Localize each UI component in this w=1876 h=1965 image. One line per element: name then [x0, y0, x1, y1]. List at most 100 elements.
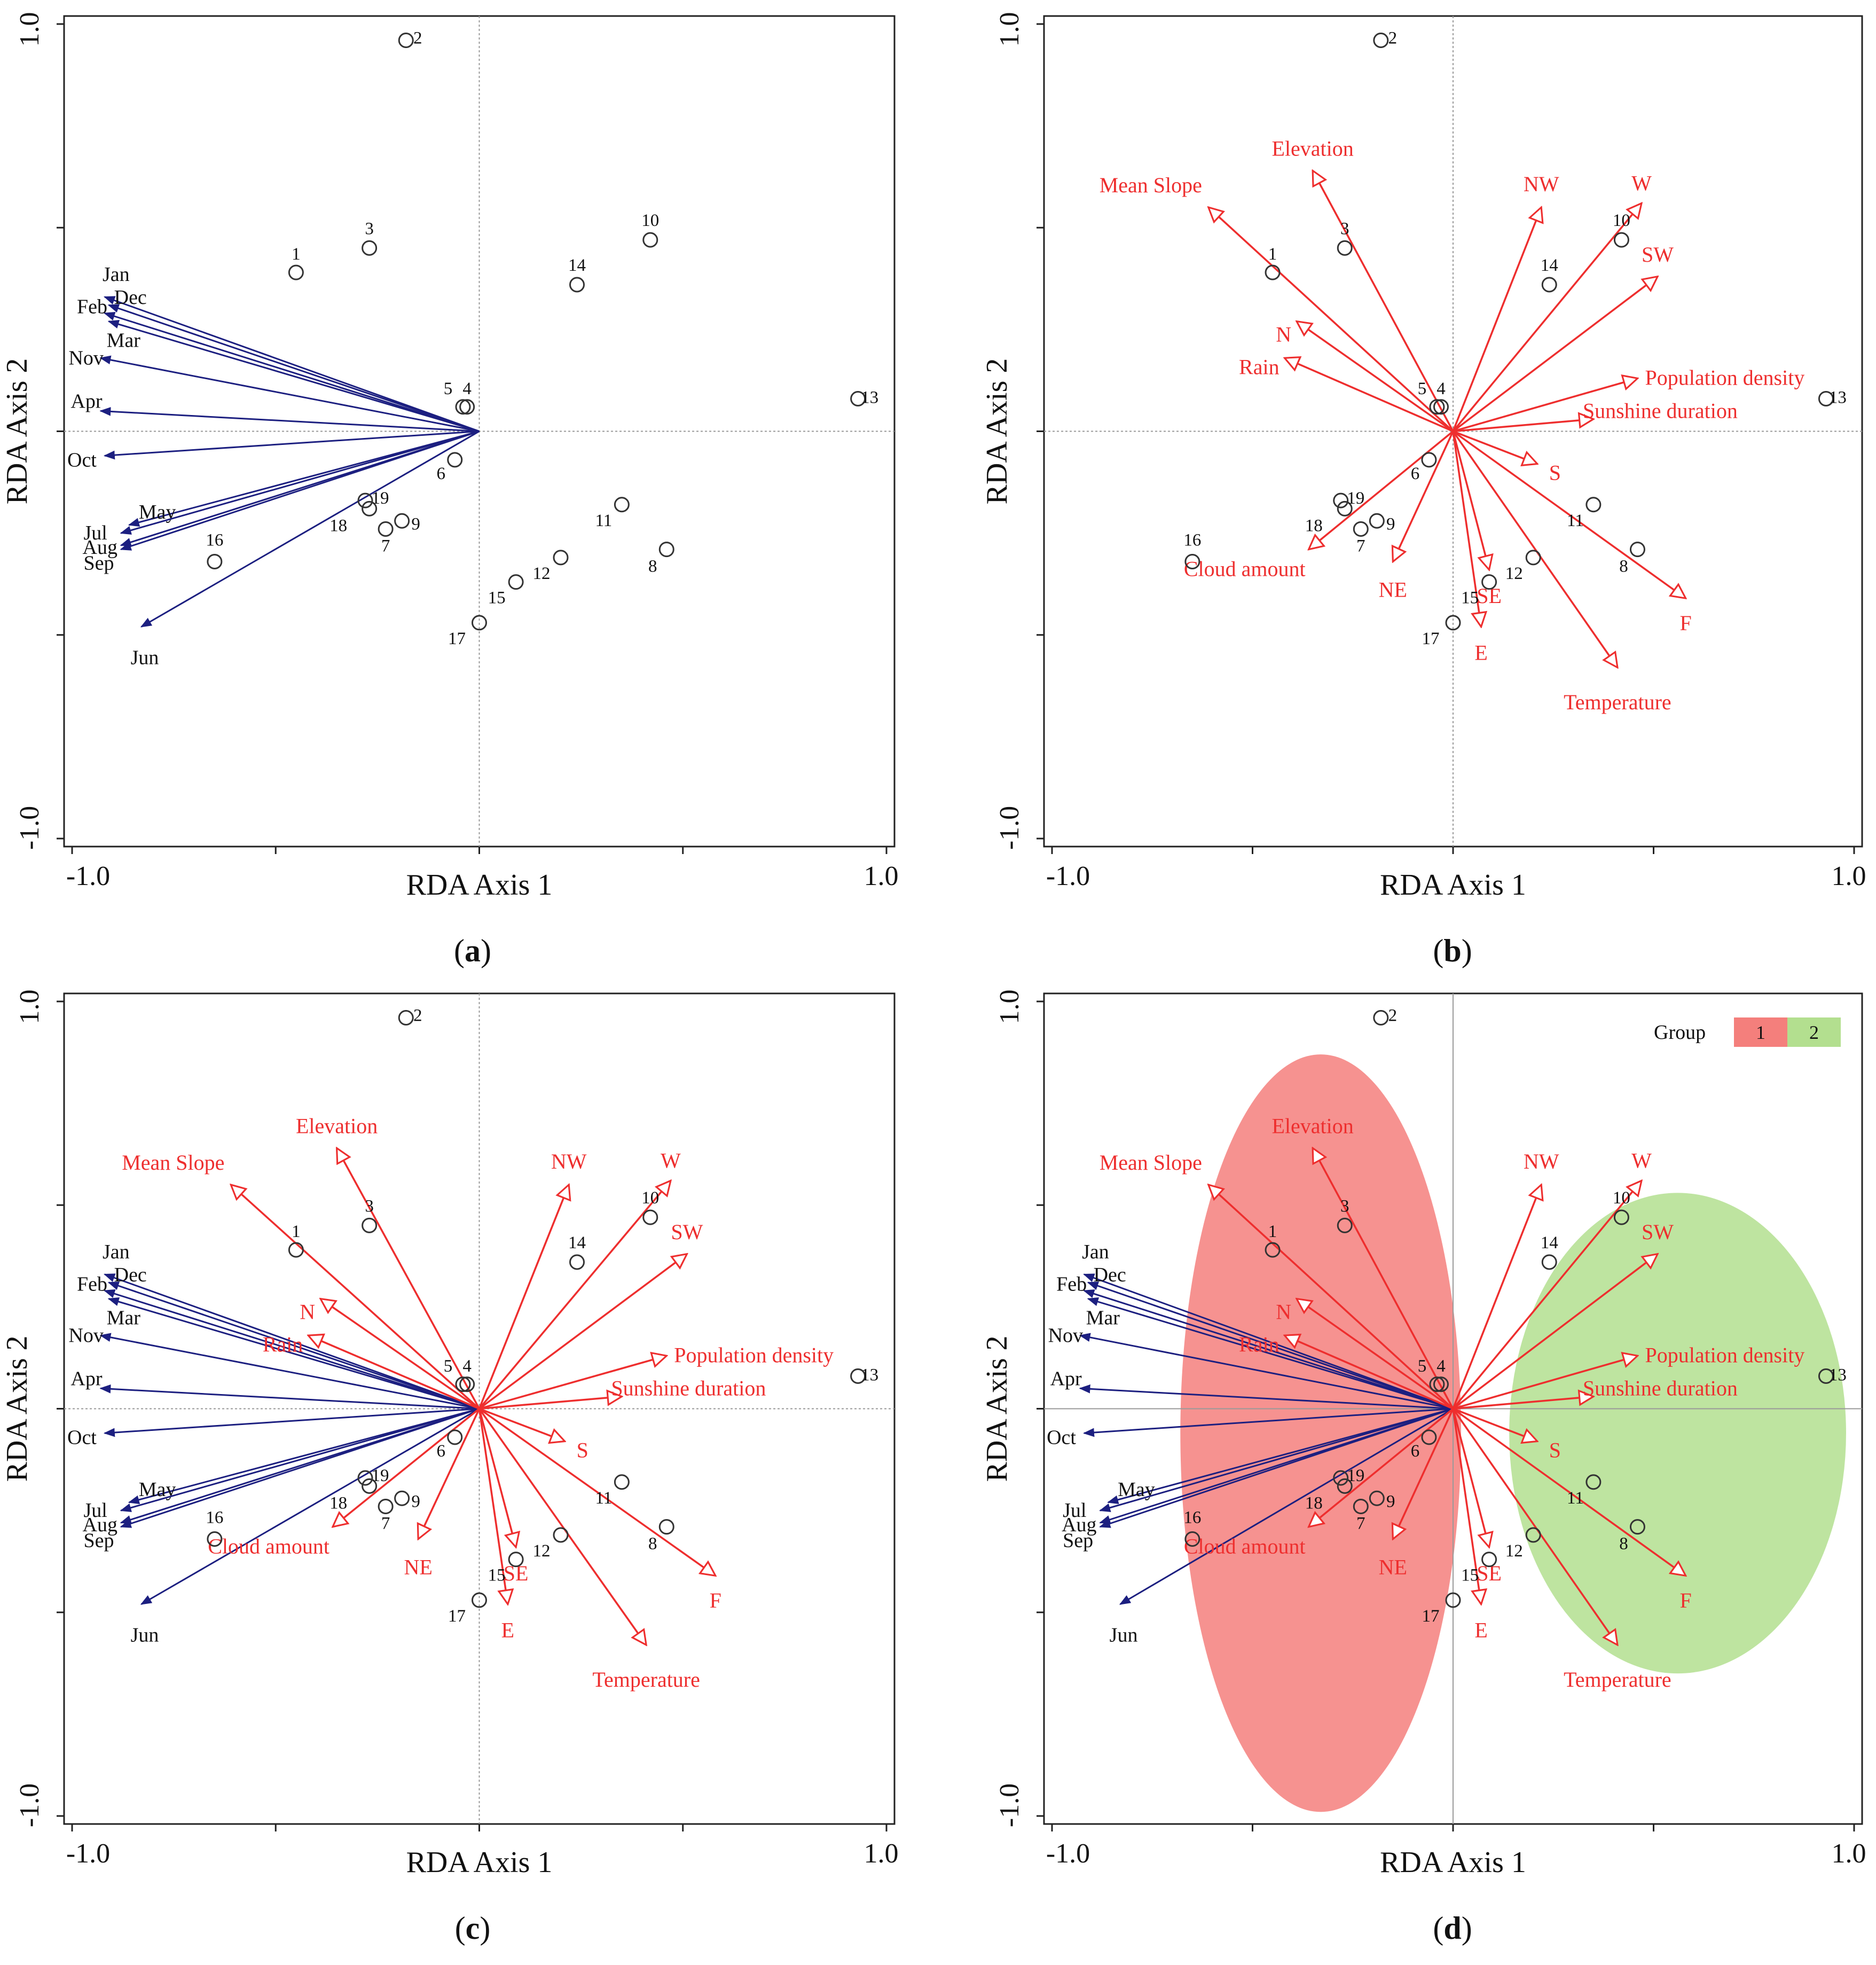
month-arrow-apr — [99, 407, 480, 432]
month-arrow-jul — [120, 430, 480, 535]
env-label-elevation: Elevation — [296, 1114, 378, 1138]
x-tick-label: 1.0 — [864, 1838, 899, 1869]
env-label-e: E — [1474, 641, 1487, 665]
site-label-4: 4 — [462, 379, 472, 398]
site-point-1 — [1265, 264, 1281, 280]
env-arrow-n — [320, 1299, 480, 1410]
site-point-5 — [455, 1376, 471, 1392]
month-label-oct: Oct — [67, 1426, 97, 1449]
site-label-1: 1 — [1268, 245, 1277, 264]
env-arrow-cloud-amount — [333, 1408, 480, 1527]
site-label-6: 6 — [437, 464, 446, 483]
env-label-elevation: Elevation — [1272, 1114, 1354, 1138]
site-label-12: 12 — [533, 564, 551, 583]
legend-swatch-2 — [1787, 1017, 1841, 1047]
month-arrow-dec — [107, 304, 480, 432]
month-arrow-apr — [99, 1384, 480, 1410]
site-point-15 — [508, 1552, 524, 1568]
site-point-16 — [1184, 554, 1200, 569]
month-label-dec: Dec — [114, 1264, 147, 1286]
x-axis-title: RDA Axis 1 — [406, 868, 553, 902]
month-arrow-jan — [1083, 1273, 1454, 1410]
env-arrow-sunshine-duration — [1453, 419, 1594, 433]
env-arrow-elevation — [1313, 1148, 1454, 1410]
env-arrow-e — [1452, 1408, 1481, 1604]
group-1-ellipse — [1180, 1054, 1462, 1812]
site-point-7 — [1353, 1499, 1369, 1514]
site-label-11: 11 — [595, 1489, 612, 1508]
env-label-w: W — [1631, 171, 1652, 195]
site-label-14: 14 — [1541, 256, 1558, 275]
env-label-rain: Rain — [263, 1332, 303, 1356]
env-arrow-rain — [308, 1335, 480, 1410]
site-point-6 — [1421, 452, 1437, 468]
site-label-3: 3 — [1340, 219, 1349, 238]
site-point-8 — [1629, 542, 1645, 558]
env-label-se: SE — [504, 1561, 529, 1585]
site-point-19 — [1333, 492, 1349, 508]
site-point-2 — [398, 33, 414, 48]
env-label-n: N — [300, 1300, 315, 1324]
site-point-15 — [1481, 1552, 1497, 1568]
site-point-18 — [1337, 500, 1353, 516]
env-arrow-mean-slope — [1208, 207, 1454, 432]
site-point-13 — [850, 391, 866, 406]
month-arrow-oct — [1082, 1408, 1454, 1437]
site-label-12: 12 — [533, 1541, 551, 1561]
env-arrow-nw — [478, 1185, 569, 1410]
site-point-5 — [455, 399, 471, 415]
month-label-jun: Jun — [1110, 1624, 1138, 1647]
site-label-4: 4 — [1437, 1357, 1446, 1376]
month-arrow-mar — [107, 319, 480, 432]
site-label-2: 2 — [1388, 29, 1398, 48]
month-label-mar: Mar — [107, 330, 141, 352]
site-point-7 — [378, 521, 394, 537]
month-arrow-jun — [1119, 1408, 1454, 1605]
x-tick-label: 1.0 — [1832, 1838, 1866, 1869]
site-point-4 — [1433, 1376, 1449, 1392]
env-label-elevation: Elevation — [1272, 137, 1354, 161]
y-tick-label: -1.0 — [994, 806, 1025, 850]
month-arrow-apr — [1079, 1384, 1454, 1410]
month-arrow-feb — [103, 1289, 480, 1410]
env-label-sunshine-duration: Sunshine duration — [1583, 1376, 1738, 1400]
site-label-3: 3 — [1340, 1196, 1349, 1216]
site-label-15: 15 — [1461, 1566, 1479, 1585]
month-arrow-jan — [104, 1273, 480, 1410]
site-point-13 — [1818, 1368, 1834, 1384]
env-label-ne: NE — [1379, 1555, 1407, 1579]
site-point-10 — [1613, 232, 1629, 248]
site-label-2: 2 — [413, 1006, 422, 1025]
y-tick-label: -1.0 — [994, 1783, 1025, 1827]
env-label-mean-slope: Mean Slope — [1100, 173, 1202, 197]
site-label-6: 6 — [437, 1442, 446, 1461]
env-arrow-sw — [478, 1254, 687, 1410]
site-point-7 — [378, 1499, 394, 1514]
site-label-7: 7 — [381, 1514, 390, 1533]
site-label-7: 7 — [1356, 1514, 1365, 1533]
month-label-jan: Jan — [103, 263, 130, 286]
site-label-16: 16 — [206, 531, 223, 550]
panel-a: -1.0 1.0 -1.0 1.0 RDA Axis 1 RDA Axis 2 JanDec… — [1, 12, 899, 969]
month-label-mar: Mar — [107, 1307, 141, 1329]
env-arrow-s — [478, 1407, 565, 1442]
env-label-population-density: Population density — [1645, 365, 1804, 389]
site-point-5 — [1429, 399, 1445, 415]
month-arrow-mar — [107, 1297, 480, 1410]
site-point-3 — [1337, 1217, 1353, 1233]
env-label-se: SE — [1477, 1561, 1502, 1585]
site-point-3 — [362, 1217, 378, 1233]
site-point-2 — [1373, 1010, 1389, 1025]
site-label-9: 9 — [411, 514, 420, 534]
env-label-n: N — [1276, 323, 1291, 347]
x-axis-title: RDA Axis 1 — [406, 1846, 553, 1879]
env-label-mean-slope: Mean Slope — [1100, 1150, 1202, 1175]
site-point-9 — [1369, 513, 1385, 529]
site-label-15: 15 — [1461, 589, 1479, 608]
x-tick-label: -1.0 — [66, 861, 110, 891]
month-arrow-sep — [120, 1408, 480, 1528]
month-label-jan: Jan — [103, 1241, 130, 1263]
site-point-19 — [357, 1470, 373, 1486]
site-point-9 — [394, 1490, 410, 1506]
site-label-13: 13 — [1829, 1366, 1847, 1385]
